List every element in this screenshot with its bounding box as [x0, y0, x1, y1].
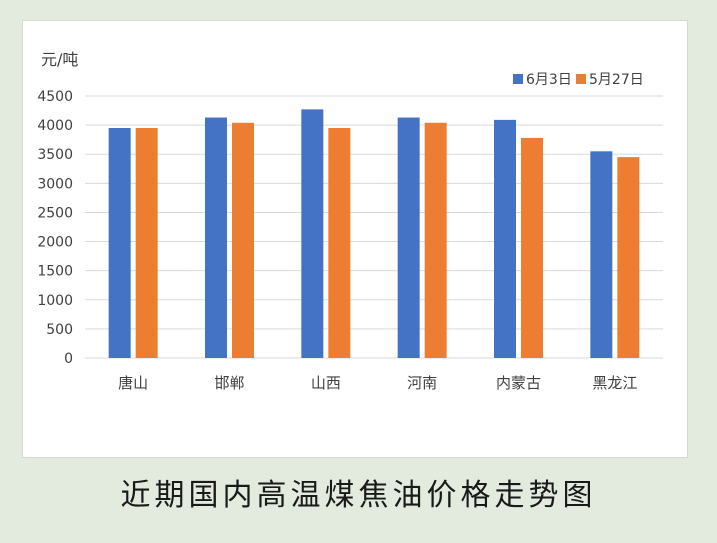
- bar-5月27日-山西: [328, 128, 351, 358]
- y-tick-label: 3500: [37, 147, 73, 163]
- bar-6月3日-唐山: [108, 128, 131, 358]
- bar-5月27日-内蒙古: [521, 137, 543, 358]
- bar-5月27日-唐山: [135, 128, 158, 358]
- bar-5月27日-邯郸: [232, 122, 254, 358]
- y-tick-label: 3000: [37, 176, 73, 192]
- y-tick-label: 1500: [37, 264, 73, 280]
- bar-5月27日-河南: [424, 122, 447, 358]
- bar-chart: 元/吨 0 500 1000 1500 2000 2500 3000 3500 4000 4500…: [37, 50, 663, 392]
- bars: [108, 109, 640, 358]
- x-tick-label: 黑龙江: [592, 374, 637, 392]
- legend-label: 6月3日: [526, 72, 572, 88]
- bar-6月3日-内蒙古: [494, 119, 516, 358]
- legend-label: 5月27日: [589, 72, 644, 88]
- y-tick-label: 0: [64, 351, 73, 367]
- legend: 6月3日 5月27日: [513, 72, 644, 88]
- bar-6月3日-邯郸: [205, 117, 227, 358]
- y-tick-label: 2500: [37, 205, 73, 221]
- x-tick-label: 内蒙古: [496, 374, 541, 392]
- x-tick-label: 唐山: [118, 374, 148, 392]
- legend-swatch: [513, 74, 523, 84]
- x-tick-label: 山西: [311, 374, 341, 392]
- bar-6月3日-河南: [397, 117, 420, 358]
- y-tick-labels: 0 500 1000 1500 2000 2500 3000 3500 4000 4500: [37, 89, 73, 367]
- bar-6月3日-黑龙江: [590, 151, 613, 358]
- y-tick-label: 500: [46, 322, 73, 338]
- bar-6月3日-山西: [301, 109, 324, 358]
- x-tick-label: 邯郸: [214, 374, 244, 392]
- bar-5月27日-黑龙江: [617, 157, 640, 358]
- y-tick-label: 2000: [37, 235, 73, 251]
- y-tick-label: 1000: [37, 293, 73, 309]
- x-tick-labels: 唐山 邯郸 山西 河南 内蒙古 黑龙江: [118, 374, 637, 392]
- chart-caption: 近期国内高温煤焦油价格走势图: [120, 478, 597, 513]
- y-tick-label: 4500: [37, 89, 73, 105]
- gridlines: [85, 95, 663, 359]
- y-axis-label: 元/吨: [41, 50, 78, 69]
- chart-panel: 元/吨 0 500 1000 1500 2000 2500 3000 3500 4000 4500…: [22, 20, 688, 458]
- x-tick-label: 河南: [407, 374, 437, 392]
- legend-swatch: [576, 74, 586, 84]
- y-tick-label: 4000: [37, 118, 73, 134]
